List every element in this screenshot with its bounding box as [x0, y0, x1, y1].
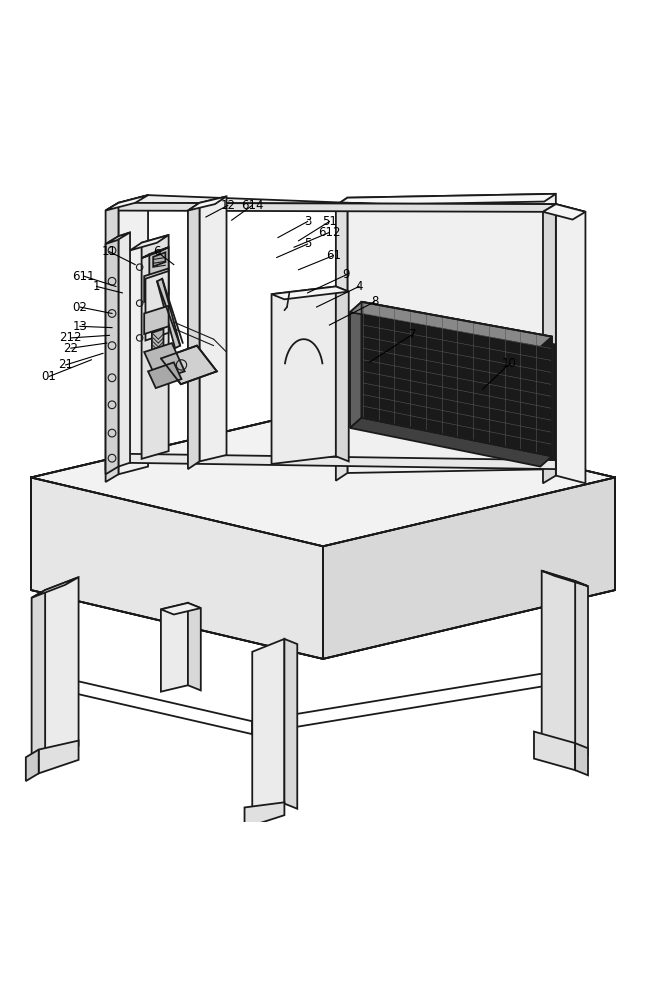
Text: 10: 10	[502, 357, 517, 370]
Text: 212: 212	[59, 331, 82, 344]
Text: 13: 13	[72, 320, 87, 333]
Polygon shape	[31, 477, 323, 659]
Polygon shape	[130, 235, 169, 250]
Polygon shape	[141, 235, 169, 459]
Polygon shape	[323, 477, 615, 659]
Polygon shape	[45, 577, 79, 759]
Polygon shape	[161, 603, 188, 692]
Polygon shape	[348, 194, 556, 473]
Text: 01: 01	[41, 370, 56, 383]
Polygon shape	[271, 286, 336, 464]
Polygon shape	[188, 203, 200, 469]
Polygon shape	[252, 639, 284, 816]
Polygon shape	[350, 302, 552, 347]
Polygon shape	[350, 418, 552, 467]
Polygon shape	[336, 286, 349, 461]
Polygon shape	[534, 732, 575, 770]
Polygon shape	[39, 741, 79, 773]
Polygon shape	[149, 247, 169, 277]
Polygon shape	[118, 195, 148, 474]
Polygon shape	[148, 362, 182, 388]
Polygon shape	[118, 195, 585, 212]
Text: 7: 7	[410, 328, 417, 341]
Polygon shape	[118, 232, 130, 467]
Text: 9: 9	[342, 268, 350, 281]
Polygon shape	[31, 477, 323, 659]
Polygon shape	[26, 750, 39, 781]
Text: 611: 611	[72, 270, 95, 283]
Text: 22: 22	[63, 342, 78, 355]
Polygon shape	[575, 581, 588, 755]
Polygon shape	[542, 571, 588, 586]
Polygon shape	[105, 195, 148, 211]
Polygon shape	[144, 306, 169, 334]
Text: 1: 1	[93, 280, 100, 293]
Polygon shape	[141, 247, 169, 258]
Polygon shape	[323, 477, 615, 659]
Polygon shape	[32, 577, 79, 598]
Text: 12: 12	[220, 199, 235, 212]
Text: 4: 4	[355, 280, 363, 293]
Polygon shape	[336, 194, 556, 205]
Polygon shape	[350, 302, 362, 428]
Text: 61: 61	[326, 249, 341, 262]
Text: 02: 02	[72, 301, 87, 314]
Polygon shape	[105, 454, 118, 470]
Text: 51: 51	[322, 215, 337, 228]
Polygon shape	[362, 302, 554, 460]
Text: 6: 6	[153, 245, 161, 258]
Polygon shape	[284, 639, 297, 809]
Polygon shape	[157, 279, 180, 348]
Text: 614: 614	[241, 199, 264, 212]
Polygon shape	[336, 198, 348, 481]
Polygon shape	[271, 286, 349, 299]
Polygon shape	[105, 203, 118, 482]
Polygon shape	[152, 329, 163, 362]
Polygon shape	[144, 343, 185, 380]
Polygon shape	[543, 204, 556, 483]
Polygon shape	[31, 409, 615, 546]
Polygon shape	[542, 571, 575, 750]
Polygon shape	[118, 454, 556, 469]
Text: 612: 612	[318, 226, 340, 239]
Polygon shape	[32, 590, 45, 766]
Polygon shape	[188, 196, 227, 211]
Polygon shape	[161, 603, 201, 614]
Polygon shape	[245, 802, 284, 828]
Polygon shape	[188, 603, 201, 690]
Text: 5: 5	[304, 237, 311, 250]
Text: 21: 21	[58, 358, 73, 371]
Polygon shape	[105, 232, 130, 244]
Polygon shape	[543, 204, 585, 220]
Polygon shape	[145, 271, 169, 340]
Polygon shape	[363, 302, 552, 456]
Text: 11: 11	[102, 245, 117, 258]
Polygon shape	[161, 346, 217, 384]
Polygon shape	[105, 203, 556, 212]
Polygon shape	[153, 252, 165, 267]
Polygon shape	[31, 409, 615, 546]
Polygon shape	[575, 743, 588, 775]
Text: 3: 3	[304, 215, 311, 228]
Polygon shape	[105, 236, 118, 474]
Polygon shape	[556, 204, 585, 483]
Text: 8: 8	[371, 295, 378, 308]
Polygon shape	[144, 268, 169, 302]
Polygon shape	[200, 196, 227, 461]
